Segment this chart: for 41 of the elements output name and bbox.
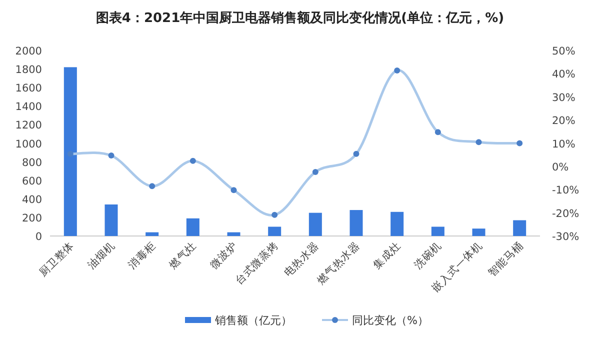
bar <box>146 232 159 236</box>
y-tick-label: 400 <box>22 194 42 206</box>
x-tick-label: 智能马桶 <box>485 238 526 280</box>
y-tick-label: 200 <box>22 212 42 224</box>
bar <box>227 232 240 236</box>
x-tick-label: 集成灶 <box>370 238 404 272</box>
bar <box>308 212 322 236</box>
y-tick-label: 1000 <box>15 138 42 150</box>
legend-label: 销售额（亿元） <box>214 314 292 327</box>
x-tick-label: 油烟机 <box>84 238 118 272</box>
y2-tick-label: -20% <box>552 208 580 220</box>
bar <box>186 218 200 236</box>
x-tick-label: 洗碗机 <box>412 238 444 272</box>
y2-tick-label: 40% <box>552 68 576 81</box>
y2-tick-label: -10% <box>552 184 580 197</box>
y-tick-label: 1200 <box>15 120 42 132</box>
y-tick-label: 1800 <box>15 64 42 76</box>
y2-tick-label: 20% <box>552 115 576 128</box>
x-tick-label: 微波炉 <box>207 238 240 272</box>
y2-tick-label: 30% <box>552 92 576 104</box>
y2-tick-label: 10% <box>552 138 576 150</box>
y2-tick-label: 50% <box>552 46 576 58</box>
bar <box>104 204 118 236</box>
y-tick-label: 2000 <box>15 46 42 58</box>
y-tick-label: 600 <box>22 175 42 188</box>
y2-tick-label: -30% <box>552 231 580 243</box>
bar <box>431 226 444 236</box>
bar <box>350 210 363 236</box>
x-tick-label: 消毒柜 <box>126 238 158 272</box>
bar <box>64 67 77 236</box>
y-tick-label: 1600 <box>15 82 42 95</box>
legend-label: 同比变化（%） <box>352 314 428 327</box>
bar <box>472 228 486 236</box>
chart-title: 图表4：2021年中国厨卫电器销售额及同比变化情况(单位：亿元，%) <box>96 10 504 26</box>
bar <box>390 212 404 236</box>
y-tick-label: 800 <box>22 156 42 169</box>
y2-tick-label: 0% <box>552 161 569 174</box>
x-tick-label: 燃气灶 <box>167 240 200 272</box>
bar <box>513 220 526 236</box>
y-tick-label: 1400 <box>15 101 42 114</box>
bar <box>268 226 282 236</box>
